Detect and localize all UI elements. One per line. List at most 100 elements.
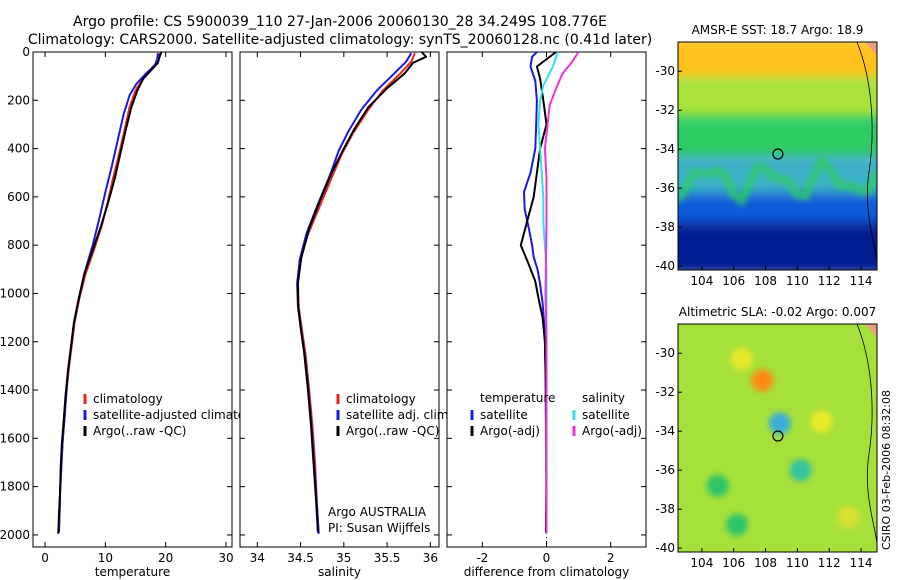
float-position-marker xyxy=(772,430,784,442)
x-tick-label: 112 xyxy=(818,556,841,570)
coastline xyxy=(856,42,877,263)
legend-label: satellite xyxy=(480,408,528,422)
figure-title: Argo profile: CS 5900039_110 27-Jan-2006… xyxy=(73,14,607,30)
y-tick-label: 400 xyxy=(7,142,30,156)
sst-map: AMSR-E SST: 18.7 Argo: 18.9 104 106 108 110 1… xyxy=(655,23,878,288)
x-tick-label: 35 xyxy=(336,551,351,565)
y-tick-label: 800 xyxy=(7,238,30,252)
x-tick-label: 108 xyxy=(754,274,777,288)
x-tick-label: -2 xyxy=(476,551,488,565)
legend-title: temperature xyxy=(480,391,555,405)
series-group xyxy=(57,52,163,534)
series-line-argo-raw-qc xyxy=(57,52,163,534)
legend-label: Argo(-adj) xyxy=(480,424,540,438)
map-title: AMSR-E SST: 18.7 Argo: 18.9 xyxy=(692,23,864,37)
x-tick-label: 114 xyxy=(850,556,873,570)
coastline xyxy=(856,324,877,545)
series-line-salinity-argo-adj xyxy=(543,52,580,533)
y-tick-label: -38 xyxy=(655,502,675,516)
map-anomaly-blob xyxy=(768,412,791,435)
y-tick-label: -36 xyxy=(655,463,675,477)
salinity-panel: 34 34.5 35 35.5 36 salinity climatology satelli… xyxy=(239,51,452,579)
map-field xyxy=(678,324,877,552)
series-group xyxy=(296,52,427,534)
plot-frame xyxy=(239,51,440,548)
land-patch xyxy=(865,42,877,56)
float-position-marker xyxy=(772,148,784,160)
x-tick-label: 36 xyxy=(423,551,438,565)
x-tick-label: 20 xyxy=(158,551,173,565)
series-line-argo-raw-qc xyxy=(297,52,427,533)
legend-label: Argo(-adj) xyxy=(582,424,642,438)
map-color-band xyxy=(678,223,877,270)
x-tick-label: 104 xyxy=(690,556,713,570)
y-tick-label: 2000 xyxy=(0,528,30,542)
y-tick-label: -34 xyxy=(655,142,675,156)
temperature-panel: 0 10 20 30 0 200 400 600 800 1000 1200 1400 1600 1800… xyxy=(0,45,271,579)
x-tick-label: 106 xyxy=(722,556,745,570)
map-anomaly-blob xyxy=(725,513,748,536)
x-tick-label: 10 xyxy=(98,551,113,565)
figure-subtitle: Climatology: CARS2000. Satellite-adjuste… xyxy=(28,32,652,48)
x-tick-label: 112 xyxy=(818,274,841,288)
plot-frame xyxy=(32,51,233,548)
legend: climatology satellite-adjusted climatolog… xyxy=(83,392,271,438)
y-tick-label: 1800 xyxy=(0,480,30,494)
y-tick-label: 1600 xyxy=(0,431,30,445)
y-tick-label: -32 xyxy=(655,103,675,117)
legend: climatology satellite adj. clim. Argo(..ra… xyxy=(336,392,452,438)
y-tick-label: 1200 xyxy=(0,335,30,349)
x-axis-label: difference from climatology xyxy=(464,565,630,579)
sla-map: Altimetric SLA: -0.02 Argo: 0.007 104 106 1… xyxy=(655,305,878,570)
x-tick-label: 104 xyxy=(690,274,713,288)
y-tick-label: 0 xyxy=(22,45,30,59)
map-anomaly-blob xyxy=(789,459,812,482)
legend-label: Argo(..raw -QC) xyxy=(93,424,186,438)
x-tick-label: 114 xyxy=(850,274,873,288)
y-tick-label: -36 xyxy=(655,181,675,195)
x-tick-label: 2 xyxy=(607,551,615,565)
map-frame xyxy=(677,41,878,271)
legend-label: satellite xyxy=(582,408,630,422)
y-tick-label: 1000 xyxy=(0,286,30,300)
y-tick-label: -32 xyxy=(655,385,675,399)
x-tick-label: 106 xyxy=(722,274,745,288)
map-anomaly-blob xyxy=(730,348,753,371)
legend-title: salinity xyxy=(582,391,625,405)
y-tick-label: -34 xyxy=(655,424,675,438)
y-tick-label: 600 xyxy=(7,190,30,204)
x-tick-label: 35.5 xyxy=(374,551,401,565)
land-patch xyxy=(865,324,877,338)
annotation-text: Argo AUSTRALIA xyxy=(328,505,427,519)
y-tick-label: -30 xyxy=(655,64,675,78)
x-tick-label: 0 xyxy=(41,551,49,565)
x-tick-label: 108 xyxy=(754,556,777,570)
legend: temperature satellite Argo(-adj) salinity sa… xyxy=(470,391,642,438)
map-anomaly-blob xyxy=(751,369,774,392)
map-anomaly-blob xyxy=(810,410,833,433)
x-tick-label: 34.5 xyxy=(287,551,314,565)
legend-label: satellite-adjusted climatology xyxy=(93,408,271,422)
legend-label: climatology xyxy=(93,392,163,406)
map-title: Altimetric SLA: -0.02 Argo: 0.007 xyxy=(679,305,876,319)
timestamp-stamp: CSIRO 03-Feb-2006 08:32:08 xyxy=(880,390,893,550)
x-tick-label: 30 xyxy=(218,551,233,565)
map-anomaly-blob xyxy=(837,505,860,528)
map-anomaly-blob xyxy=(706,474,729,497)
x-tick-label: 0 xyxy=(543,551,551,565)
x-tick-label: 110 xyxy=(786,274,809,288)
map-frame xyxy=(677,323,878,553)
series-group xyxy=(519,52,580,534)
y-tick-label: -30 xyxy=(655,346,675,360)
x-tick-label: 34 xyxy=(250,551,265,565)
x-tick-label: 110 xyxy=(786,556,809,570)
y-tick-label: -40 xyxy=(655,259,675,273)
annotation-text: PI: Susan Wijffels xyxy=(328,521,430,535)
y-tick-label: 200 xyxy=(7,93,30,107)
legend-label: climatology xyxy=(346,392,416,406)
map-front xyxy=(678,154,877,207)
legend-label: satellite adj. clim. xyxy=(346,408,452,422)
legend-label: Argo(..raw -QC) xyxy=(346,424,439,438)
